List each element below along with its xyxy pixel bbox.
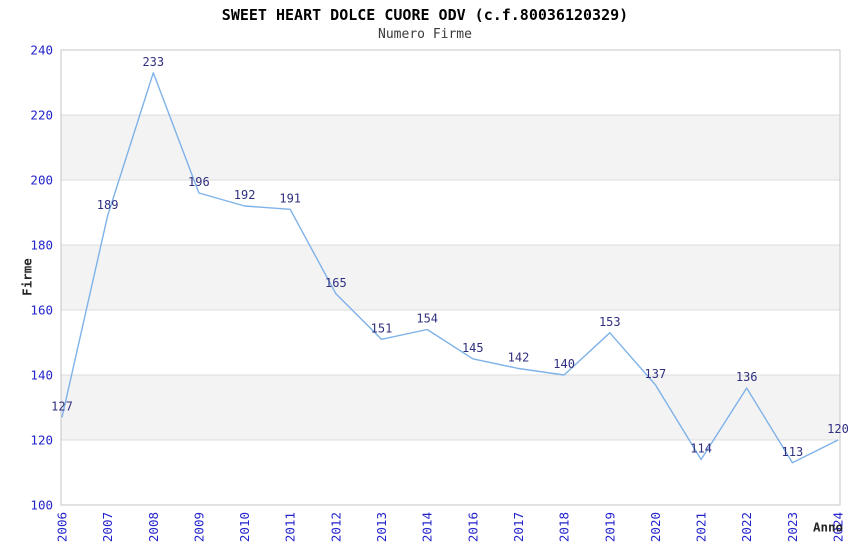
data-label: 114 [690, 442, 712, 456]
x-tick-label: 2020 [648, 512, 663, 542]
y-tick-label: 220 [30, 108, 53, 123]
y-tick-label: 180 [30, 238, 53, 253]
x-tick-label: 2007 [100, 512, 115, 542]
data-label: 140 [553, 357, 575, 371]
data-label: 165 [325, 276, 347, 290]
y-tick-label: 200 [30, 173, 53, 188]
x-tick-label: 2012 [328, 512, 343, 542]
data-label: 196 [188, 175, 210, 189]
y-tick-label: 240 [30, 43, 53, 58]
data-label: 151 [371, 321, 393, 335]
data-label: 120 [827, 422, 849, 436]
data-label: 191 [279, 191, 301, 205]
x-tick-label: 2006 [55, 512, 70, 542]
data-label: 145 [462, 341, 484, 355]
data-label: 137 [645, 367, 667, 381]
x-tick-label: 2008 [146, 512, 161, 542]
y-tick-label: 140 [30, 368, 53, 383]
x-tick-label: 2019 [602, 512, 617, 542]
chart-title: SWEET HEART DOLCE CUORE ODV (c.f.8003612… [221, 6, 629, 24]
x-tick-label: 2017 [511, 512, 526, 542]
data-label: 136 [736, 370, 758, 384]
band-stripe [61, 115, 840, 180]
chart-subtitle: Numero Firme [378, 27, 472, 42]
band-stripe [61, 245, 840, 310]
y-axis-label: Firme [19, 258, 35, 296]
x-axis-label: Anno [812, 519, 844, 535]
y-tick-label: 100 [30, 498, 53, 513]
data-label: 113 [782, 445, 804, 459]
data-label: 233 [142, 55, 164, 69]
y-tick-label: 120 [30, 433, 53, 448]
data-label: 127 [51, 399, 73, 413]
x-tick-label: 2024 [831, 512, 846, 542]
x-tick-label: 2022 [739, 512, 754, 542]
x-tick-label: 2018 [557, 512, 572, 542]
x-tick-label: 2014 [420, 512, 435, 542]
data-label: 189 [97, 198, 119, 212]
x-tick-label: 2011 [283, 512, 298, 542]
data-label: 154 [416, 312, 438, 326]
band-stripe [61, 375, 840, 440]
x-tick-label: 2013 [374, 512, 389, 542]
x-tick-label: 2023 [785, 512, 800, 542]
x-tick-label: 2010 [237, 512, 252, 542]
plot-border [60, 49, 841, 506]
x-tick-label: 2009 [191, 512, 206, 542]
series-line [61, 72, 839, 464]
data-label: 192 [234, 188, 256, 202]
data-label: 153 [599, 315, 621, 329]
x-tick-label: 2016 [465, 512, 480, 542]
y-tick-label: 160 [30, 303, 53, 318]
x-tick-label: 2021 [694, 512, 709, 542]
data-label: 142 [508, 351, 530, 365]
